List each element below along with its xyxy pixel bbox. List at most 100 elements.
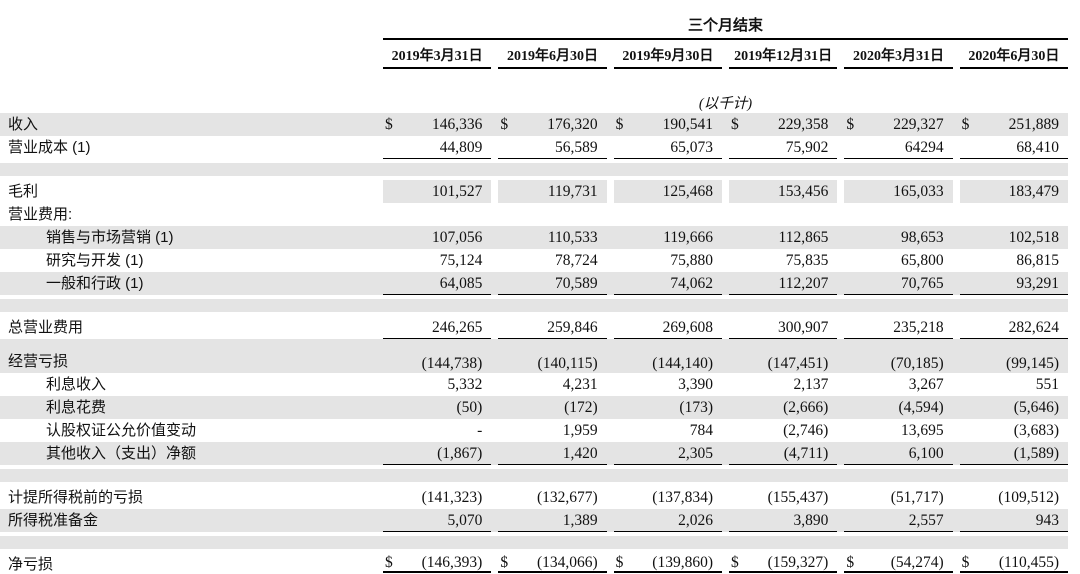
value-cell: $190,541 bbox=[614, 113, 722, 136]
cell-value: 65,800 bbox=[901, 252, 944, 269]
cell-value: 2,305 bbox=[678, 444, 713, 462]
table-row: 认股权证公允价值变动 - 1,959 784 (2,746) 13,695 (3,683) bbox=[0, 419, 1068, 442]
value-cell: 165,033 bbox=[844, 180, 953, 203]
value-cell: (2,666) bbox=[729, 396, 837, 419]
row-label: 认股权证公允价值变动 bbox=[46, 422, 197, 439]
cell-value: 146,336 bbox=[431, 116, 483, 133]
value-cell: 784 bbox=[614, 419, 722, 442]
cell-value: 2,557 bbox=[908, 511, 944, 529]
column-header: 2019年12月31日 bbox=[729, 40, 838, 69]
cell-value: 64,085 bbox=[439, 274, 483, 292]
row-label: 营业成本 (1) bbox=[8, 139, 91, 156]
cell-value: (54,274) bbox=[890, 553, 944, 571]
cell-value: 86,815 bbox=[1016, 252, 1059, 269]
cell-value: (51,717) bbox=[890, 489, 944, 506]
value-cell: 119,731 bbox=[498, 180, 607, 203]
value-cell: 75,902 bbox=[729, 136, 838, 159]
value-cell: $ (134,066) bbox=[498, 553, 607, 574]
value-cell: 74,062 bbox=[613, 272, 722, 295]
cell-value: 1,420 bbox=[562, 444, 598, 462]
dollar-sign: $ bbox=[385, 116, 393, 133]
value-cell: 75,880 bbox=[614, 249, 722, 272]
cell-value: 112,865 bbox=[778, 229, 829, 246]
table-row: 毛利 101,527 119,731 125,468 153,456 165,033 183… bbox=[0, 180, 1068, 203]
dollar-sign: $ bbox=[961, 116, 970, 133]
cell-value: 64294 bbox=[904, 138, 944, 156]
value-cell: (172) bbox=[498, 396, 606, 419]
cell-value: 229,327 bbox=[893, 116, 944, 133]
cell-value: (110,455) bbox=[998, 553, 1059, 571]
cell-value: (109,512) bbox=[998, 489, 1059, 506]
value-cell: 6,100 bbox=[844, 442, 953, 465]
cell-value: 75,902 bbox=[785, 138, 829, 156]
row-label: 收入 bbox=[8, 116, 39, 133]
cell-value: 784 bbox=[689, 422, 713, 439]
value-cell: (147,451) bbox=[729, 339, 837, 373]
cell-value: (99,145) bbox=[1006, 354, 1059, 372]
cell-value: 101,527 bbox=[431, 183, 483, 200]
cell-value: (155,437) bbox=[767, 489, 829, 506]
cell-value: 3,890 bbox=[793, 511, 829, 529]
cell-value: (172) bbox=[564, 399, 598, 416]
value-cell: 2,557 bbox=[844, 509, 953, 532]
cell-value: 1,959 bbox=[562, 422, 598, 439]
row-label: 一般和行政 (1) bbox=[46, 275, 144, 292]
value-cell: 1,420 bbox=[498, 442, 607, 465]
row-label: 销售与市场营销 (1) bbox=[46, 229, 174, 246]
value-cell: 112,865 bbox=[729, 226, 837, 249]
group-header: 三个月结束 bbox=[383, 14, 1068, 40]
value-cell: 1,959 bbox=[498, 419, 606, 442]
cell-value: 5,070 bbox=[447, 511, 483, 529]
cell-value: 68,410 bbox=[1016, 138, 1059, 156]
column-header: 2019年9月30日 bbox=[613, 40, 722, 69]
value-cell: 86,815 bbox=[960, 249, 1068, 272]
value-cell: 943 bbox=[959, 509, 1068, 532]
value-cell: (144,140) bbox=[614, 339, 722, 373]
cell-value: (141,323) bbox=[421, 489, 483, 506]
value-cell: (173) bbox=[614, 396, 722, 419]
value-cell: (155,437) bbox=[729, 486, 837, 509]
row-label: 利息收入 bbox=[46, 376, 107, 393]
value-cell: - bbox=[383, 419, 491, 442]
row-label: 总营业费用 bbox=[8, 319, 84, 336]
value-cell: 78,724 bbox=[498, 249, 606, 272]
value-cell: (132,677) bbox=[498, 486, 606, 509]
value-cell: 3,390 bbox=[614, 373, 722, 396]
cell-value: (4,594) bbox=[898, 399, 944, 416]
cell-value: 300,907 bbox=[777, 318, 829, 336]
row-label: 所得税准备金 bbox=[8, 512, 99, 529]
value-cell: 65,800 bbox=[844, 249, 952, 272]
unit-note: (以千计) bbox=[698, 96, 753, 112]
table-row: 利息收入 5,332 4,231 3,390 2,137 3,267 551 bbox=[0, 373, 1068, 396]
cell-value: 943 bbox=[1035, 511, 1059, 529]
cell-value: 269,608 bbox=[662, 318, 713, 336]
cell-value: 246,265 bbox=[431, 318, 483, 336]
value-cell: (1,589) bbox=[959, 442, 1068, 465]
value-cell: 110,533 bbox=[498, 226, 606, 249]
dollar-sign: $ bbox=[961, 553, 970, 571]
table-row: 计提所得税前的亏损 (141,323) (132,677) (137,834) (155… bbox=[0, 486, 1068, 509]
value-cell: (51,717) bbox=[844, 486, 952, 509]
cell-value: 6,100 bbox=[908, 444, 944, 462]
header-label-spacer bbox=[0, 40, 376, 69]
value-cell: 93,291 bbox=[959, 272, 1068, 295]
value-cell: 259,846 bbox=[498, 316, 607, 339]
cell-value: (1,867) bbox=[437, 444, 483, 462]
value-cell: (50) bbox=[383, 396, 491, 419]
spacer-row bbox=[0, 163, 1068, 176]
row-label: 计提所得税前的亏损 bbox=[8, 489, 144, 506]
column-header: 2019年6月30日 bbox=[498, 40, 607, 69]
value-cell: 112,207 bbox=[729, 272, 838, 295]
value-cell: 70,589 bbox=[498, 272, 607, 295]
row-label: 净亏损 bbox=[8, 556, 54, 573]
cell-value: (50) bbox=[456, 399, 483, 416]
cell-value: (137,834) bbox=[652, 489, 713, 506]
cell-value: 259,846 bbox=[547, 318, 598, 336]
value-cell: 2,137 bbox=[729, 373, 837, 396]
cell-value: 251,889 bbox=[1008, 116, 1059, 133]
value-cell: 5,070 bbox=[383, 509, 492, 532]
value-cell: 119,666 bbox=[614, 226, 722, 249]
column-header: 2020年6月30日 bbox=[959, 40, 1068, 69]
value-cell: (109,512) bbox=[960, 486, 1068, 509]
value-cell: 3,890 bbox=[729, 509, 838, 532]
